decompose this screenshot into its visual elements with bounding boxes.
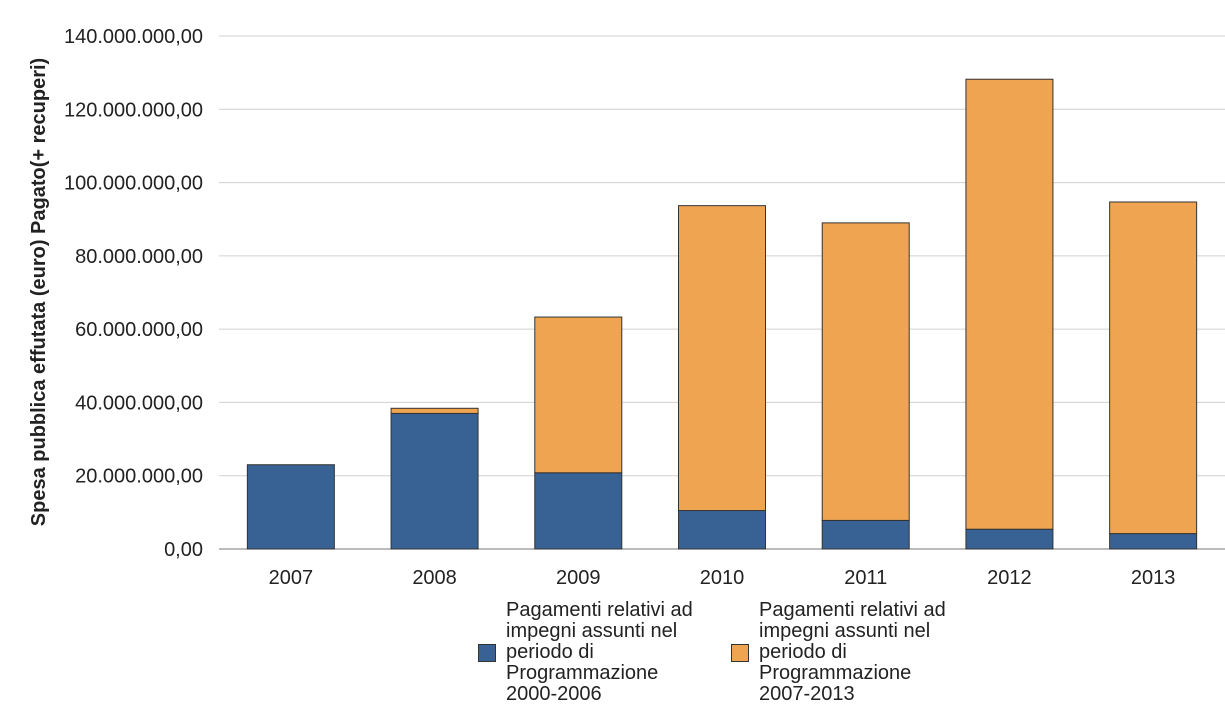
y-tick-label: 0,00 [164, 539, 203, 561]
y-tick-label: 140.000.000,00 [64, 26, 203, 48]
x-tick-label: 2011 [844, 567, 887, 589]
y-axis-label: Spesa pubblica effutata (euro) Pagato(+ … [28, 58, 50, 526]
legend-swatch-2000-2006 [478, 643, 496, 662]
y-tick-label: 40.000.000,00 [75, 392, 203, 414]
bar-2011-series-2 [821, 222, 910, 521]
legend-item-2000-2006: Pagamenti relativi ad impegni assunti ne… [478, 600, 706, 705]
x-tick-label: 2009 [556, 567, 601, 589]
bar-2008-series-2 [390, 407, 479, 414]
x-tick-label: 2013 [1131, 567, 1176, 589]
x-tick-labels: 2007 2008 2009 2010 2011 2012 2013 [269, 567, 1176, 589]
bar-2007-series-1 [246, 464, 335, 550]
bar-2012-series-1 [965, 528, 1054, 550]
legend-label-2000-2006: Pagamenti relativi ad impegni assunti ne… [506, 599, 693, 705]
y-tick-label: 80.000.000,00 [75, 246, 203, 268]
bar-2008-series-1 [390, 412, 479, 550]
bar-2011-series-1 [821, 519, 910, 550]
legend-item-2007-2013: Pagamenti relativi ad impegni assunti ne… [731, 600, 959, 705]
y-tick-labels: 0,00 20.000.000,00 40.000.000,00 60.000.000… [64, 26, 203, 561]
legend-swatch-2007-2013 [731, 643, 749, 662]
y-tick-label: 120.000.000,00 [64, 99, 203, 121]
x-tick-label: 2007 [269, 567, 314, 589]
y-tick-label: 100.000.000,00 [64, 173, 203, 195]
bar-2010-series-2 [678, 205, 766, 512]
bars [246, 78, 1198, 550]
bar-2012-series-2 [965, 78, 1054, 530]
bar-2009-series-1 [534, 472, 623, 550]
x-tick-label: 2008 [412, 567, 457, 589]
bar-2009-series-2 [534, 316, 623, 474]
bar-2013-series-1 [1109, 533, 1198, 550]
legend-label-2007-2013: Pagamenti relativi ad impegni assunti ne… [759, 599, 946, 705]
bar-2010-series-1 [678, 510, 766, 550]
x-tick-label: 2012 [987, 567, 1032, 589]
bar-2013-series-2 [1109, 201, 1198, 535]
y-tick-label: 60.000.000,00 [75, 319, 203, 341]
y-tick-label: 20.000.000,00 [75, 466, 203, 488]
stacked-bar-chart: 0,00 20.000.000,00 40.000.000,00 60.000.000… [28, 26, 1225, 589]
x-tick-label: 2010 [700, 567, 745, 589]
